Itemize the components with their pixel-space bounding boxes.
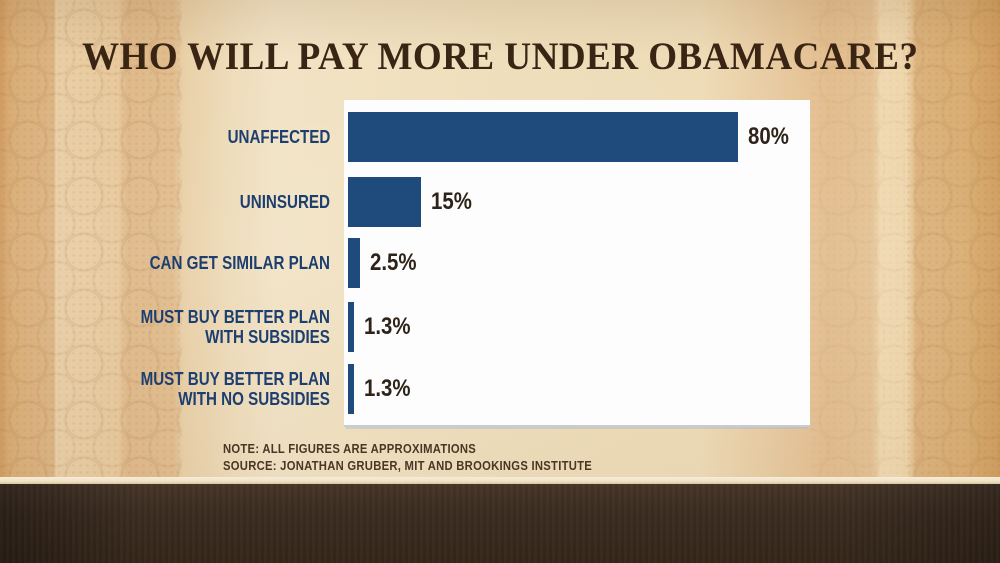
- bar-category-label-line: WITH SUBSIDIES: [205, 326, 330, 347]
- bar-value-label: 2.5%: [370, 249, 417, 276]
- bar-value-label: 1.3%: [364, 375, 411, 402]
- bar-category-label-line: WITH NO SUBSIDIES: [178, 388, 330, 409]
- bar-category-label: MUST BUY BETTER PLAN WITH SUBSIDIES: [141, 307, 330, 347]
- bottom-brown-band: [0, 484, 1000, 563]
- bar-category-label: MUST BUY BETTER PLAN WITH NO SUBSIDIES: [141, 369, 330, 409]
- chart-footnote: NOTE: ALL FIGURES ARE APPROXIMATIONS SOU…: [223, 441, 633, 474]
- bar-value-label: 1.3%: [364, 313, 411, 340]
- bar-category-label-line: MUST BUY BETTER PLAN: [140, 306, 330, 327]
- bar-category-label-line: UNAFFECTED: [227, 126, 330, 147]
- bar-category-label-line: CAN GET SIMILAR PLAN: [149, 252, 330, 273]
- bar-category-label-line: MUST BUY BETTER PLAN: [140, 368, 330, 389]
- chart-title-text: WHO WILL PAY MORE UNDER OBAMACARE?: [81, 35, 919, 78]
- chart-labels: UNAFFECTED UNINSURED CAN GET SIMILAR PLAN M…: [0, 100, 332, 425]
- chart-panel: 80% 15% 2.5% 1.3% 1.3%: [344, 100, 810, 427]
- bar-value-label: 15%: [431, 188, 472, 215]
- bar-category-label: UNINSURED: [240, 192, 330, 212]
- bar-category-label: UNAFFECTED: [227, 127, 330, 147]
- bar-category-label: CAN GET SIMILAR PLAN: [150, 253, 330, 273]
- bar-value-label: 80%: [748, 123, 789, 150]
- footnote-source: SOURCE: JONATHAN GRUBER, MIT AND BROOKIN…: [223, 458, 593, 473]
- bar: [348, 112, 738, 162]
- bar: [348, 238, 360, 288]
- bar: [348, 177, 421, 227]
- cream-divider-line: [0, 477, 1000, 484]
- bar: [348, 302, 354, 352]
- bar: [348, 364, 354, 414]
- bar-category-label-line: UNINSURED: [239, 191, 330, 212]
- footnote-note: NOTE: ALL FIGURES ARE APPROXIMATIONS: [223, 442, 477, 456]
- chart-title: WHO WILL PAY MORE UNDER OBAMACARE?: [0, 34, 1000, 79]
